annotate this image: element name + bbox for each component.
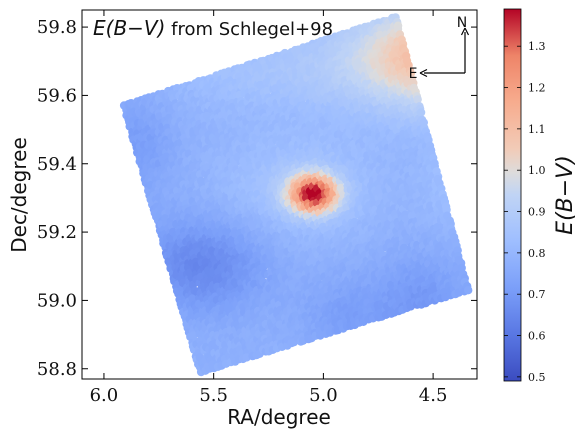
plot-frame bbox=[81, 9, 478, 380]
x-tick-label: 4.5 bbox=[419, 385, 448, 406]
colorbar-tick-label: 1.2 bbox=[528, 82, 546, 95]
y-tick-label: 59.4 bbox=[37, 154, 77, 175]
heatmap-point bbox=[413, 95, 422, 104]
chart-title-main: E(B−V) bbox=[93, 16, 165, 40]
x-axis-ticks: 6.0 5.5 5.0 4.5 bbox=[90, 10, 448, 406]
colorbar-tick-label: 0.7 bbox=[528, 288, 546, 301]
heatmap-point bbox=[189, 331, 198, 340]
colorbar-tick-label: 0.9 bbox=[528, 206, 546, 219]
colorbar-tick-label: 1.3 bbox=[528, 40, 546, 53]
y-tick-label: 59.6 bbox=[37, 85, 77, 106]
chart-title-suffix: from Schlegel+98 bbox=[165, 19, 333, 40]
heatmap-point bbox=[464, 286, 473, 295]
x-tick-label: 5.5 bbox=[199, 385, 228, 406]
y-tick-label: 59.0 bbox=[37, 290, 77, 311]
colorbar-ticks: 0.5 0.6 0.7 0.8 0.9 1.0 1.1 1.2 1.3 bbox=[504, 40, 546, 384]
x-tick-label: 5.0 bbox=[309, 385, 338, 406]
colorbar-label: E(B−V) bbox=[553, 155, 578, 235]
heatmap-points bbox=[119, 13, 473, 377]
heatmap-point bbox=[416, 108, 426, 117]
colorbar-tick-label: 0.6 bbox=[528, 330, 546, 343]
colorbar-tick-label: 1.0 bbox=[528, 164, 546, 177]
y-tick-label: 58.8 bbox=[37, 359, 77, 380]
colorbar-tick-label: 1.1 bbox=[528, 123, 546, 136]
heatmap-point bbox=[155, 112, 164, 121]
north-arrow-head-icon bbox=[460, 27, 470, 36]
colorbar-tick-label: 0.5 bbox=[528, 371, 546, 384]
y-axis-ticks: 58.8 59.0 59.2 59.4 59.6 59.8 bbox=[37, 17, 477, 380]
y-axis-label: Dec/degree bbox=[7, 137, 31, 253]
x-tick-label: 6.0 bbox=[90, 385, 119, 406]
east-arrow-head-icon bbox=[419, 68, 428, 78]
colorbar-gradient bbox=[503, 8, 522, 382]
chart-title: E(B−V) from Schlegel+98 bbox=[93, 16, 333, 40]
y-tick-label: 59.8 bbox=[37, 17, 77, 38]
x-axis-label: RA/degree bbox=[227, 405, 331, 429]
compass: N E bbox=[409, 15, 470, 82]
heatmap-point bbox=[188, 294, 197, 303]
colorbar: 0.5 0.6 0.7 0.8 0.9 1.0 1.1 1.2 1.3 E(B−V) bbox=[503, 8, 578, 384]
y-tick-label: 59.2 bbox=[37, 222, 77, 243]
compass-east-label: E bbox=[409, 66, 418, 82]
compass-north-label: N bbox=[457, 15, 467, 31]
colorbar-tick-label: 0.8 bbox=[528, 247, 546, 260]
